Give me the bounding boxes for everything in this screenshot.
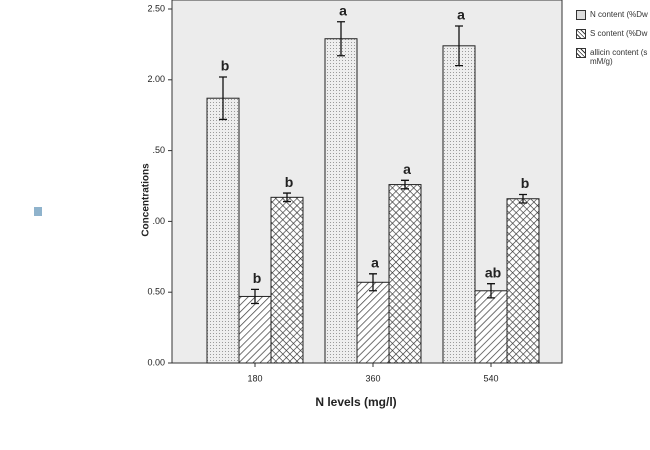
bar [474, 290, 508, 364]
y-tick-label: .50 [152, 145, 165, 155]
bar [442, 45, 476, 364]
y-tick-label: 2.50 [147, 3, 165, 13]
x-axis-label: N levels (mg/l) [315, 395, 396, 409]
y-tick-label: 0.50 [147, 287, 165, 297]
significance-label: b [521, 175, 530, 191]
y-tick-label: 2.00 [147, 74, 165, 84]
legend-swatch [576, 10, 586, 20]
legend-item: allicin content (s mM/g) [576, 48, 650, 66]
error-bar [337, 21, 345, 57]
error-bar [219, 76, 227, 121]
significance-label: b [253, 270, 262, 286]
significance-label: a [339, 2, 347, 18]
error-bar [283, 192, 291, 203]
legend-label: allicin content (s mM/g) [590, 48, 648, 66]
legend-item: S content (%Dw [576, 29, 650, 39]
significance-label: a [403, 161, 411, 177]
error-bar [487, 283, 495, 299]
error-bar [401, 179, 409, 190]
legend-swatch [576, 48, 586, 58]
error-bar [251, 288, 259, 305]
legend-label: N content (%Dw [590, 10, 648, 19]
x-tick-label: 360 [365, 373, 380, 383]
bar [388, 184, 422, 364]
error-bar [455, 25, 463, 67]
y-tick-label: 0.00 [147, 357, 165, 367]
x-tick-label: 180 [247, 373, 262, 383]
bar [270, 196, 304, 364]
x-tick-label: 540 [483, 373, 498, 383]
significance-label: b [221, 58, 230, 74]
legend: N content (%Dw S content (%Dw allicin cont… [576, 10, 650, 75]
y-axis-label: Concentrations [141, 163, 152, 237]
legend-label: S content (%Dw [590, 29, 648, 38]
significance-label: b [285, 174, 294, 190]
bar [324, 38, 358, 364]
error-bar [519, 193, 527, 204]
error-bar [369, 273, 377, 292]
significance-label: a [457, 7, 465, 23]
legend-item: N content (%Dw [576, 10, 650, 20]
bar [238, 295, 272, 364]
bar [206, 97, 240, 364]
bar [506, 198, 540, 364]
y-tick-label: .00 [152, 216, 165, 226]
significance-label: a [371, 254, 379, 270]
marker [34, 207, 42, 216]
legend-swatch [576, 29, 586, 39]
significance-label: ab [485, 264, 501, 280]
bar [356, 281, 390, 364]
